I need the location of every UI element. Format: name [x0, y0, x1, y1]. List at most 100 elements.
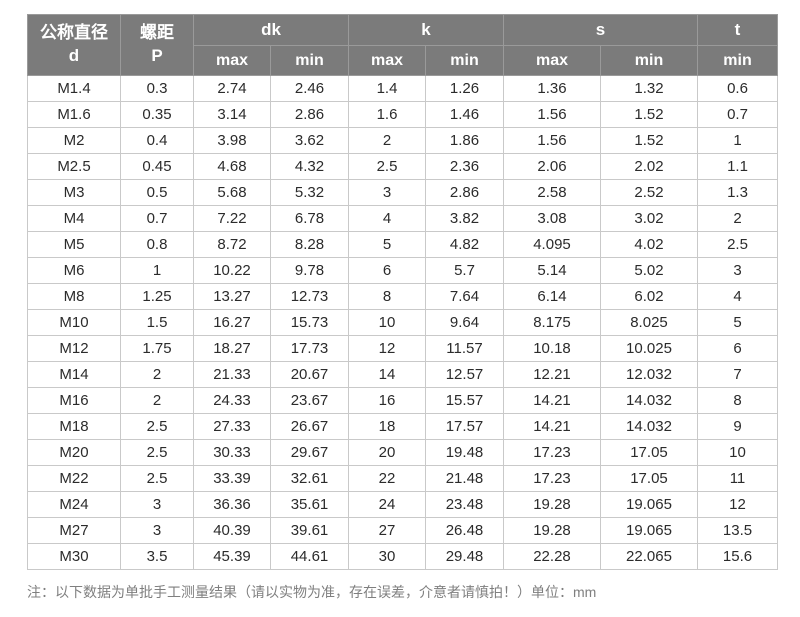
cell: 12 [348, 335, 426, 362]
cell: 5.7 [425, 257, 504, 284]
cell: 7.64 [425, 283, 504, 310]
cell: 15.73 [270, 309, 349, 336]
table-row: M22 2.5 33.39 32.61 22 21.48 17.23 17.05 11 [27, 465, 778, 492]
cell: 0.4 [120, 127, 194, 154]
cell: 1.36 [503, 75, 601, 102]
cell: 1 [120, 257, 194, 284]
header-row-groups: 公称直径 d 螺距 P dk k s t [27, 14, 778, 76]
cell: 7 [697, 361, 778, 388]
cell: 4.68 [193, 153, 271, 180]
cell: 39.61 [270, 517, 349, 544]
header-pitch-symbol: P [151, 46, 163, 65]
cell: 0.7 [697, 101, 778, 128]
header-dk-max: max [193, 45, 271, 76]
cell: 27 [348, 517, 426, 544]
cell: 4.02 [600, 231, 698, 258]
cell: 20.67 [270, 361, 349, 388]
cell: 1.25 [120, 283, 194, 310]
dimension-table: 公称直径 d 螺距 P dk k s t max min max min max… [27, 14, 778, 570]
cell: M30 [27, 543, 121, 570]
cell: 27.33 [193, 413, 271, 440]
cell: 1.3 [697, 179, 778, 206]
cell: 1.26 [425, 75, 504, 102]
cell: 22.065 [600, 543, 698, 570]
cell: M6 [27, 257, 121, 284]
cell: 12.57 [425, 361, 504, 388]
cell: 8.72 [193, 231, 271, 258]
header-row-subs: max min max min max min min [28, 45, 778, 76]
cell: 29.67 [270, 439, 349, 466]
table-row: M2.5 0.45 4.68 4.32 2.5 2.36 2.06 2.02 1.1 [27, 153, 778, 180]
cell: 0.5 [120, 179, 194, 206]
cell: 22 [348, 465, 426, 492]
cell: 14.21 [503, 387, 601, 414]
table-row: M6 1 10.22 9.78 6 5.7 5.14 5.02 3 [27, 257, 778, 284]
cell: 8.175 [503, 309, 601, 336]
cell: 1.75 [120, 335, 194, 362]
cell: 0.3 [120, 75, 194, 102]
cell: M16 [27, 387, 121, 414]
cell: M5 [27, 231, 121, 258]
cell: 5.02 [600, 257, 698, 284]
header-group-t: t [697, 14, 778, 46]
cell: 2.06 [503, 153, 601, 180]
cell: 1.4 [348, 75, 426, 102]
cell: 19.065 [600, 491, 698, 518]
cell: 3.02 [600, 205, 698, 232]
table-row: M27 3 40.39 39.61 27 26.48 19.28 19.065 13.5 [27, 517, 778, 544]
cell: 1.46 [425, 101, 504, 128]
cell: 2.5 [348, 153, 426, 180]
cell: 0.45 [120, 153, 194, 180]
cell: 2.86 [270, 101, 349, 128]
table-row: M16 2 24.33 23.67 16 15.57 14.21 14.032 8 [27, 387, 778, 414]
header-pitch: 螺距 P [120, 14, 194, 76]
cell: 0.35 [120, 101, 194, 128]
cell: M4 [27, 205, 121, 232]
cell: 3.14 [193, 101, 271, 128]
cell: 2.52 [600, 179, 698, 206]
cell: 6 [348, 257, 426, 284]
cell: 33.39 [193, 465, 271, 492]
cell: 2 [120, 387, 194, 414]
cell: 17.23 [503, 439, 601, 466]
cell: 24 [348, 491, 426, 518]
cell: 9.64 [425, 309, 504, 336]
cell: 1.52 [600, 101, 698, 128]
cell: M27 [27, 517, 121, 544]
header-group-dk: dk [193, 14, 349, 46]
cell: 12.032 [600, 361, 698, 388]
cell: 26.67 [270, 413, 349, 440]
header-nominal-diameter-label: 公称直径 [40, 23, 108, 43]
cell: M2.5 [27, 153, 121, 180]
cell: 6.14 [503, 283, 601, 310]
cell: 1 [697, 127, 778, 154]
cell: 5.68 [193, 179, 271, 206]
cell: M22 [27, 465, 121, 492]
cell: 3 [120, 517, 194, 544]
cell: 4 [697, 283, 778, 310]
cell: 4 [348, 205, 426, 232]
table-row: M20 2.5 30.33 29.67 20 19.48 17.23 17.05 10 [27, 439, 778, 466]
cell: 2.5 [120, 465, 194, 492]
cell: 2.86 [425, 179, 504, 206]
cell: M1.4 [27, 75, 121, 102]
cell: 0.7 [120, 205, 194, 232]
dimension-table-container: 公称直径 d 螺距 P dk k s t max min max min max… [27, 14, 778, 570]
cell: 8 [348, 283, 426, 310]
cell: 5.32 [270, 179, 349, 206]
table-row: M5 0.8 8.72 8.28 5 4.82 4.095 4.02 2.5 [27, 231, 778, 258]
table-header: 公称直径 d 螺距 P dk k s t max min max min max… [27, 14, 778, 76]
table-row: M18 2.5 27.33 26.67 18 17.57 14.21 14.032 9 [27, 413, 778, 440]
cell: 3.98 [193, 127, 271, 154]
table-body: M1.4 0.3 2.74 2.46 1.4 1.26 1.36 1.32 0.6 M1.6 0.3… [27, 75, 778, 570]
cell: 17.05 [600, 465, 698, 492]
cell: 40.39 [193, 517, 271, 544]
cell: 3.08 [503, 205, 601, 232]
cell: M3 [27, 179, 121, 206]
cell: 17.57 [425, 413, 504, 440]
cell: 5.14 [503, 257, 601, 284]
header-s-max: max [503, 45, 601, 76]
cell: M18 [27, 413, 121, 440]
table-row: M1.6 0.35 3.14 2.86 1.6 1.46 1.56 1.52 0.7 [27, 101, 778, 128]
cell: 21.33 [193, 361, 271, 388]
